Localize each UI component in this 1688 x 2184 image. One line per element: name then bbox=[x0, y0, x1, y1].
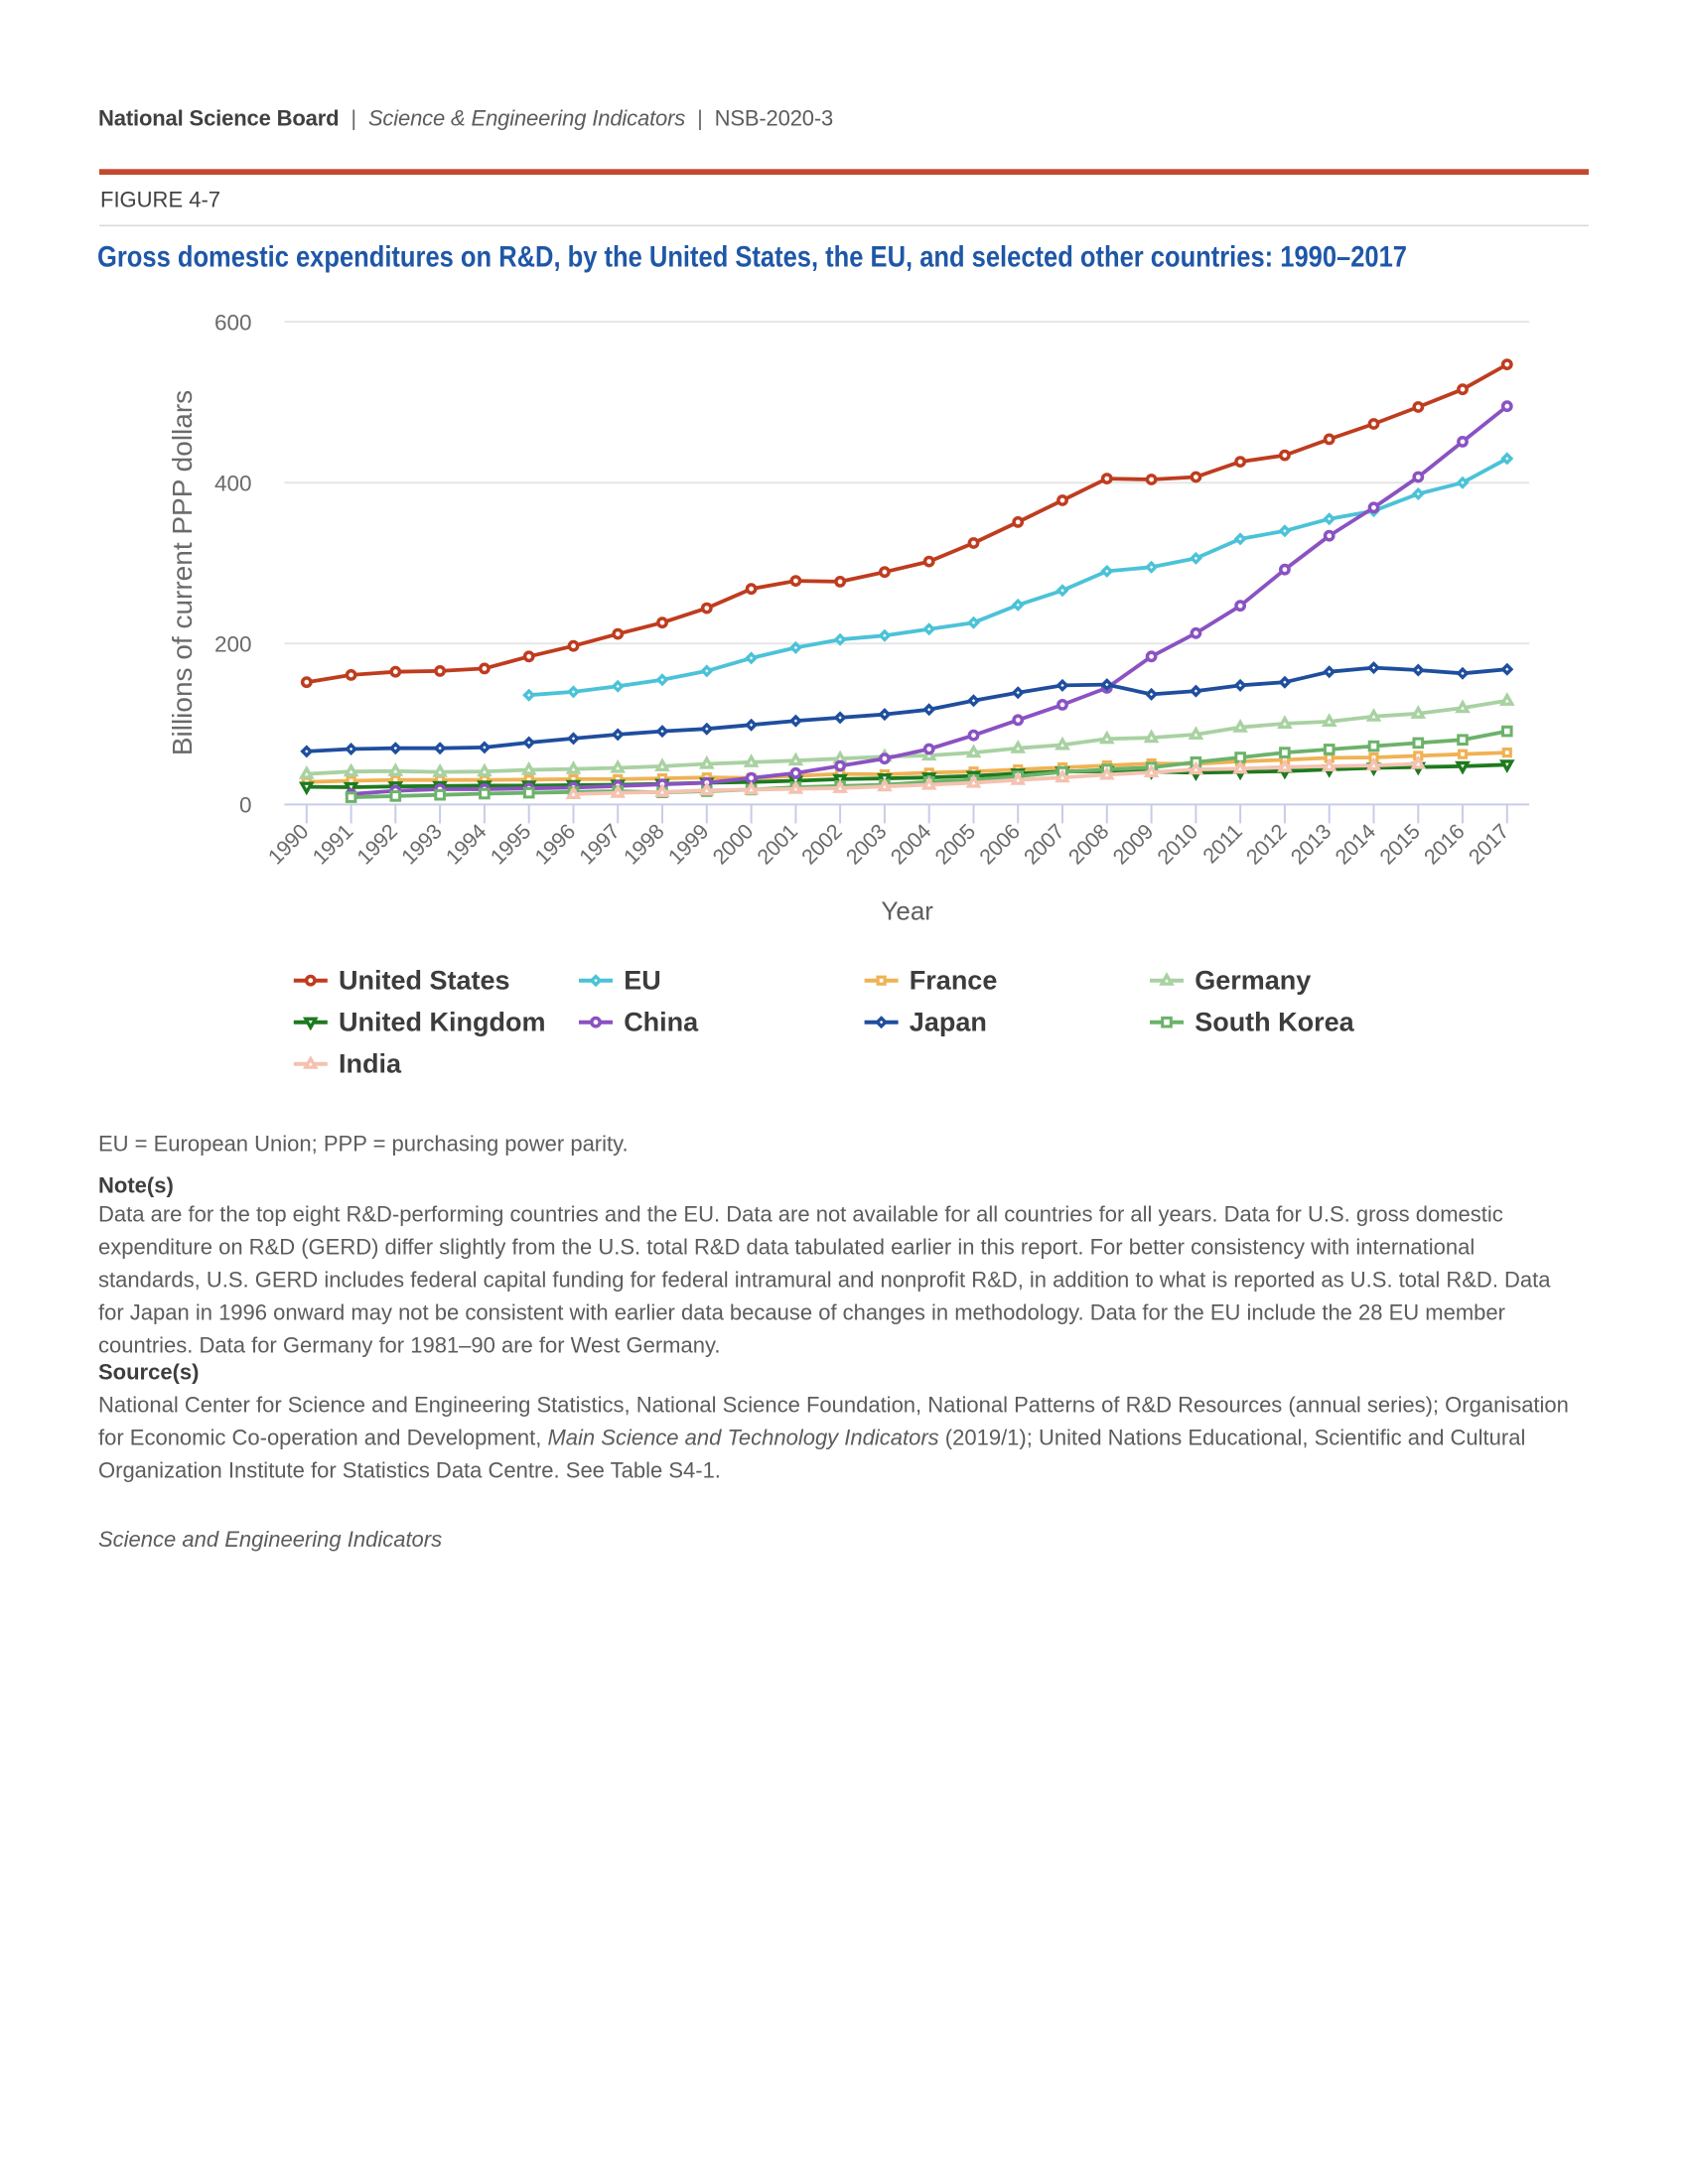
svg-text:400: 400 bbox=[214, 471, 252, 495]
svg-text:Note(s): Note(s) bbox=[98, 1173, 174, 1198]
svg-text:for Japan in 1996 onward may n: for Japan in 1996 onward may not be cons… bbox=[98, 1300, 1505, 1325]
svg-text:FIGURE 4-7: FIGURE 4-7 bbox=[100, 188, 220, 212]
svg-text:South Korea: South Korea bbox=[1195, 1008, 1354, 1037]
svg-text:EU: EU bbox=[624, 966, 661, 996]
svg-text:0: 0 bbox=[239, 793, 252, 818]
svg-text:expenditure on R&D (GERD) diff: expenditure on R&D (GERD) differ slightl… bbox=[98, 1235, 1475, 1260]
svg-text:Billions of current PPP dollar: Billions of current PPP dollars bbox=[167, 390, 198, 755]
svg-text:India: India bbox=[339, 1049, 402, 1079]
svg-text:for Economic Co-operation and: for Economic Co-operation and Developmen… bbox=[98, 1425, 1525, 1449]
svg-text:National Center for Science an: National Center for Science and Engineer… bbox=[98, 1392, 1569, 1417]
svg-text:Germany: Germany bbox=[1195, 966, 1311, 996]
svg-text:countries. Data for Germany fo: countries. Data for Germany for 1981–90 … bbox=[98, 1333, 720, 1358]
svg-text:200: 200 bbox=[214, 632, 252, 657]
svg-text:Source(s): Source(s) bbox=[98, 1360, 199, 1385]
svg-text:Organization Institute for Sta: Organization Institute for Statistics Da… bbox=[98, 1457, 721, 1482]
svg-text:Science and Engineering Indica: Science and Engineering Indicators bbox=[98, 1527, 442, 1552]
svg-text:standards, U.S. GERD includes: standards, U.S. GERD includes federal ca… bbox=[98, 1268, 1551, 1293]
svg-text:National Science Board | Sci: National Science Board | Science & Engin… bbox=[98, 106, 833, 131]
svg-text:United States: United States bbox=[339, 966, 510, 996]
svg-text:France: France bbox=[910, 966, 998, 996]
svg-text:Data are for the top eight R&D: Data are for the top eight R&D-performin… bbox=[98, 1202, 1503, 1227]
svg-text:United Kingdom: United Kingdom bbox=[339, 1008, 545, 1037]
svg-text:600: 600 bbox=[214, 310, 252, 335]
svg-text:Year: Year bbox=[881, 895, 933, 925]
svg-text:China: China bbox=[624, 1008, 699, 1037]
svg-text:Japan: Japan bbox=[910, 1008, 987, 1037]
svg-text:EU = European Union; PPP = pur: EU = European Union; PPP = purchasing po… bbox=[98, 1132, 629, 1157]
svg-text:Gross domestic expenditures on: Gross domestic expenditures on R&D, by t… bbox=[97, 241, 1407, 274]
